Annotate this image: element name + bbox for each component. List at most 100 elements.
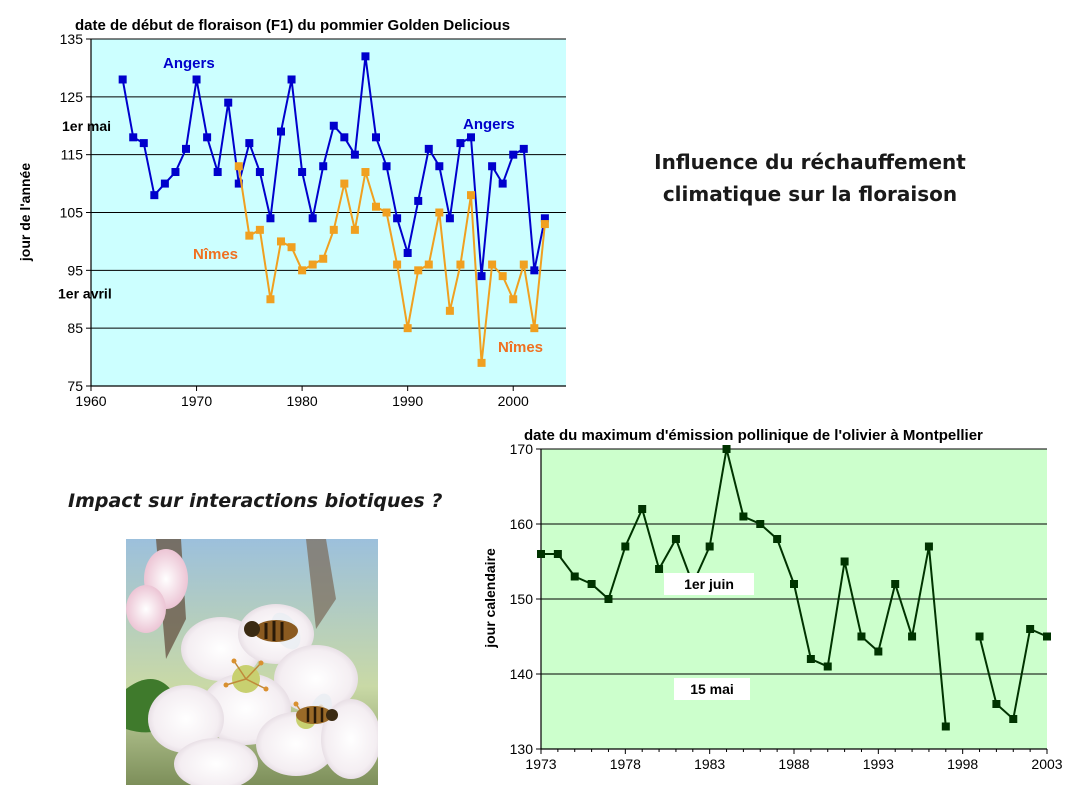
data-point (509, 150, 518, 159)
data-point (891, 580, 900, 588)
bee-icon (296, 693, 338, 725)
data-point (150, 191, 159, 200)
bee-blossom-photo (126, 539, 378, 785)
data-point (540, 220, 549, 229)
y-tick-label: 95 (67, 262, 83, 278)
data-point (638, 505, 647, 513)
data-point (192, 75, 201, 84)
x-tick-label: 1993 (863, 756, 894, 772)
chart-title: date du maximum d'émission pollinique de… (524, 427, 983, 444)
y-tick-label: 105 (60, 205, 84, 221)
data-point (467, 191, 475, 200)
annotation-box (674, 678, 750, 700)
data-point (509, 295, 518, 304)
data-point (519, 144, 528, 153)
data-point (393, 214, 402, 223)
data-point (393, 260, 402, 269)
data-point (773, 535, 782, 543)
y-axis-label: jour de l'année (17, 163, 33, 262)
data-point (329, 121, 338, 130)
data-point (245, 231, 254, 240)
data-point (722, 445, 731, 453)
series-label: Angers (463, 116, 515, 133)
data-point (382, 162, 391, 171)
data-point (329, 225, 338, 234)
data-point (403, 248, 412, 257)
slide-title: Influence du réchauffement climatique su… (610, 146, 1010, 210)
annotation: 1er avril (58, 285, 112, 301)
series-label: Angers (163, 55, 215, 72)
data-point (739, 512, 748, 521)
data-point (160, 179, 169, 188)
data-point (287, 75, 296, 84)
x-tick-label: 1980 (287, 393, 318, 409)
data-point (1043, 632, 1051, 641)
slide-subtitle: Impact sur interactions biotiques ? (68, 490, 443, 512)
data-point (467, 133, 475, 142)
data-point (234, 162, 243, 171)
data-point (255, 168, 264, 177)
y-tick-label: 85 (67, 320, 83, 336)
data-point (553, 550, 562, 558)
data-point (340, 179, 349, 188)
data-point (477, 358, 486, 367)
x-tick-label: 1998 (947, 756, 978, 772)
chart-title: date de début de floraison (F1) du pommi… (75, 17, 510, 34)
data-point (705, 542, 714, 551)
series-label: Nîmes (498, 339, 543, 356)
data-point (224, 98, 233, 107)
x-tick-label: 1973 (525, 756, 556, 772)
data-point (139, 139, 148, 148)
y-tick-label: 75 (67, 378, 83, 394)
data-point (319, 254, 328, 263)
data-point (1026, 625, 1035, 633)
y-tick-label: 115 (61, 147, 84, 163)
series-label: Nîmes (193, 246, 238, 263)
data-point (456, 139, 465, 148)
data-point (840, 557, 849, 566)
data-point (570, 572, 579, 581)
data-point (424, 144, 433, 153)
y-tick-label: 160 (510, 516, 534, 532)
data-point (604, 595, 613, 603)
data-point (1009, 715, 1018, 723)
data-point (823, 662, 832, 671)
data-point (350, 150, 359, 159)
y-axis-label: jour calendaire (482, 548, 498, 649)
data-point (498, 179, 507, 188)
data-point (382, 208, 391, 217)
data-point (477, 272, 486, 281)
data-point (255, 225, 264, 234)
data-point (445, 214, 454, 223)
y-tick-label: 140 (510, 666, 534, 682)
data-point (756, 520, 765, 528)
x-tick-label: 1990 (392, 393, 423, 409)
y-tick-label: 150 (510, 591, 534, 607)
slide-title-line1: Influence du réchauffement (654, 150, 966, 174)
data-point (424, 260, 433, 269)
x-tick-label: 1970 (181, 393, 212, 409)
data-point (298, 168, 307, 177)
slide-title-line2: climatique sur la floraison (662, 182, 958, 206)
y-tick-label: 135 (60, 31, 84, 47)
data-point (277, 127, 285, 136)
data-point (277, 237, 285, 246)
data-point (266, 295, 275, 304)
data-point (537, 550, 545, 558)
data-point (992, 700, 1001, 708)
data-point (857, 632, 866, 641)
data-point (671, 535, 680, 543)
data-point (488, 162, 497, 171)
data-point (530, 266, 539, 275)
data-point (213, 168, 222, 177)
data-point (621, 542, 630, 551)
data-point (488, 260, 497, 269)
data-point (361, 168, 370, 177)
x-tick-label: 1988 (778, 756, 809, 772)
x-tick-label: 1983 (694, 756, 725, 772)
x-tick-label: 2000 (498, 393, 529, 409)
data-point (414, 266, 423, 275)
data-point (445, 306, 454, 315)
annotation: 15 mai (690, 681, 734, 697)
